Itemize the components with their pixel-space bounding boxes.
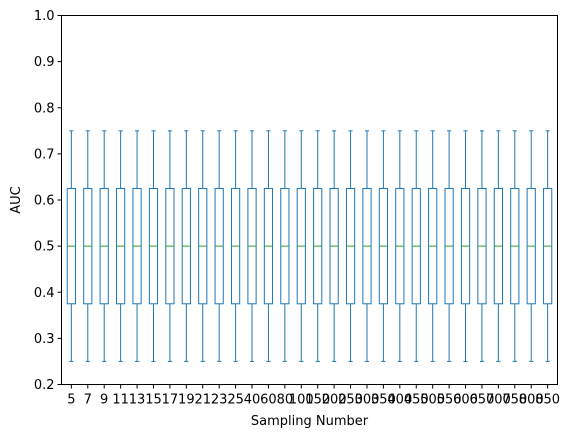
y-axis-label: AUC xyxy=(9,186,24,214)
x-tick-label: 19 xyxy=(178,393,195,408)
x-axis-label: Sampling Number xyxy=(251,414,369,429)
box-15 xyxy=(148,130,159,362)
box-800 xyxy=(526,130,536,362)
x-axis-ticks: 5 7 9 11 13 15 17 19 21 23 25 40 60 80100150200250300… xyxy=(67,384,560,408)
x-tick-label: 550 xyxy=(437,393,462,408)
x-tick-label: 21 xyxy=(194,393,211,408)
box-group xyxy=(66,130,553,362)
box-500 xyxy=(428,130,438,362)
box-25 xyxy=(230,130,241,362)
x-tick-label: 400 xyxy=(387,393,412,408)
plot-frame xyxy=(61,15,558,385)
box-550 xyxy=(444,130,454,362)
x-tick-label: 800 xyxy=(519,393,544,408)
box-40 xyxy=(247,130,257,362)
x-tick-label: 500 xyxy=(420,393,445,408)
box-9 xyxy=(99,130,109,362)
y-tick-label: 0.6 xyxy=(34,194,55,209)
x-tick-label: 40 xyxy=(244,393,261,408)
x-tick-label: 850 xyxy=(535,393,560,408)
x-tick-label: 650 xyxy=(470,393,495,408)
y-tick-label: 1.0 xyxy=(34,9,55,24)
x-tick-label: 200 xyxy=(322,393,347,408)
x-tick-label: 60 xyxy=(260,393,277,408)
x-tick-label: 23 xyxy=(211,393,228,408)
y-tick-label: 0.3 xyxy=(34,332,55,347)
box-450 xyxy=(411,130,421,362)
box-11 xyxy=(116,130,126,362)
x-tick-label: 100 xyxy=(289,393,314,408)
x-tick-label: 13 xyxy=(129,393,146,408)
box-600 xyxy=(460,130,471,362)
box-19 xyxy=(181,130,191,362)
x-tick-label: 11 xyxy=(112,393,129,408)
box-300 xyxy=(362,130,372,362)
box-5 xyxy=(66,130,76,362)
x-tick-label: 150 xyxy=(305,393,330,408)
y-tick-label: 0.5 xyxy=(34,240,55,255)
x-tick-label: 750 xyxy=(502,393,527,408)
y-tick-label: 0.7 xyxy=(34,147,55,162)
x-tick-label: 9 xyxy=(100,393,108,408)
x-tick-label: 300 xyxy=(355,393,380,408)
y-tick-label: 0.8 xyxy=(34,101,55,116)
box-850 xyxy=(543,130,553,362)
y-tick-label: 0.4 xyxy=(34,286,55,301)
box-200 xyxy=(329,130,339,362)
y-axis-ticks: 0.2 0.3 0.4 0.5 0.6 0.7 0.8 0.9 1.0 xyxy=(34,9,62,393)
box-60 xyxy=(263,130,274,362)
box-350 xyxy=(378,130,389,362)
x-tick-label: 7 xyxy=(84,393,92,408)
x-tick-label: 450 xyxy=(404,393,429,408)
box-80 xyxy=(280,130,290,362)
box-150 xyxy=(313,130,323,362)
x-tick-label: 17 xyxy=(162,393,179,408)
box-7 xyxy=(83,130,93,362)
x-tick-label: 250 xyxy=(338,393,363,408)
box-23 xyxy=(214,130,224,362)
y-tick-label: 0.9 xyxy=(34,55,55,70)
x-tick-label: 25 xyxy=(227,393,244,408)
box-250 xyxy=(345,130,356,362)
x-tick-label: 80 xyxy=(277,393,294,408)
x-tick-label: 5 xyxy=(67,393,75,408)
x-tick-label: 700 xyxy=(486,393,511,408)
x-tick-label: 600 xyxy=(453,393,478,408)
box-100 xyxy=(296,130,306,362)
x-tick-label: 350 xyxy=(371,393,396,408)
box-400 xyxy=(395,130,405,362)
box-750 xyxy=(510,130,520,362)
box-13 xyxy=(132,130,142,362)
box-17 xyxy=(165,130,175,362)
x-tick-label: 15 xyxy=(145,393,162,408)
box-650 xyxy=(477,130,487,362)
y-tick-label: 0.2 xyxy=(34,378,55,393)
box-21 xyxy=(198,130,208,362)
box-700 xyxy=(493,130,503,362)
